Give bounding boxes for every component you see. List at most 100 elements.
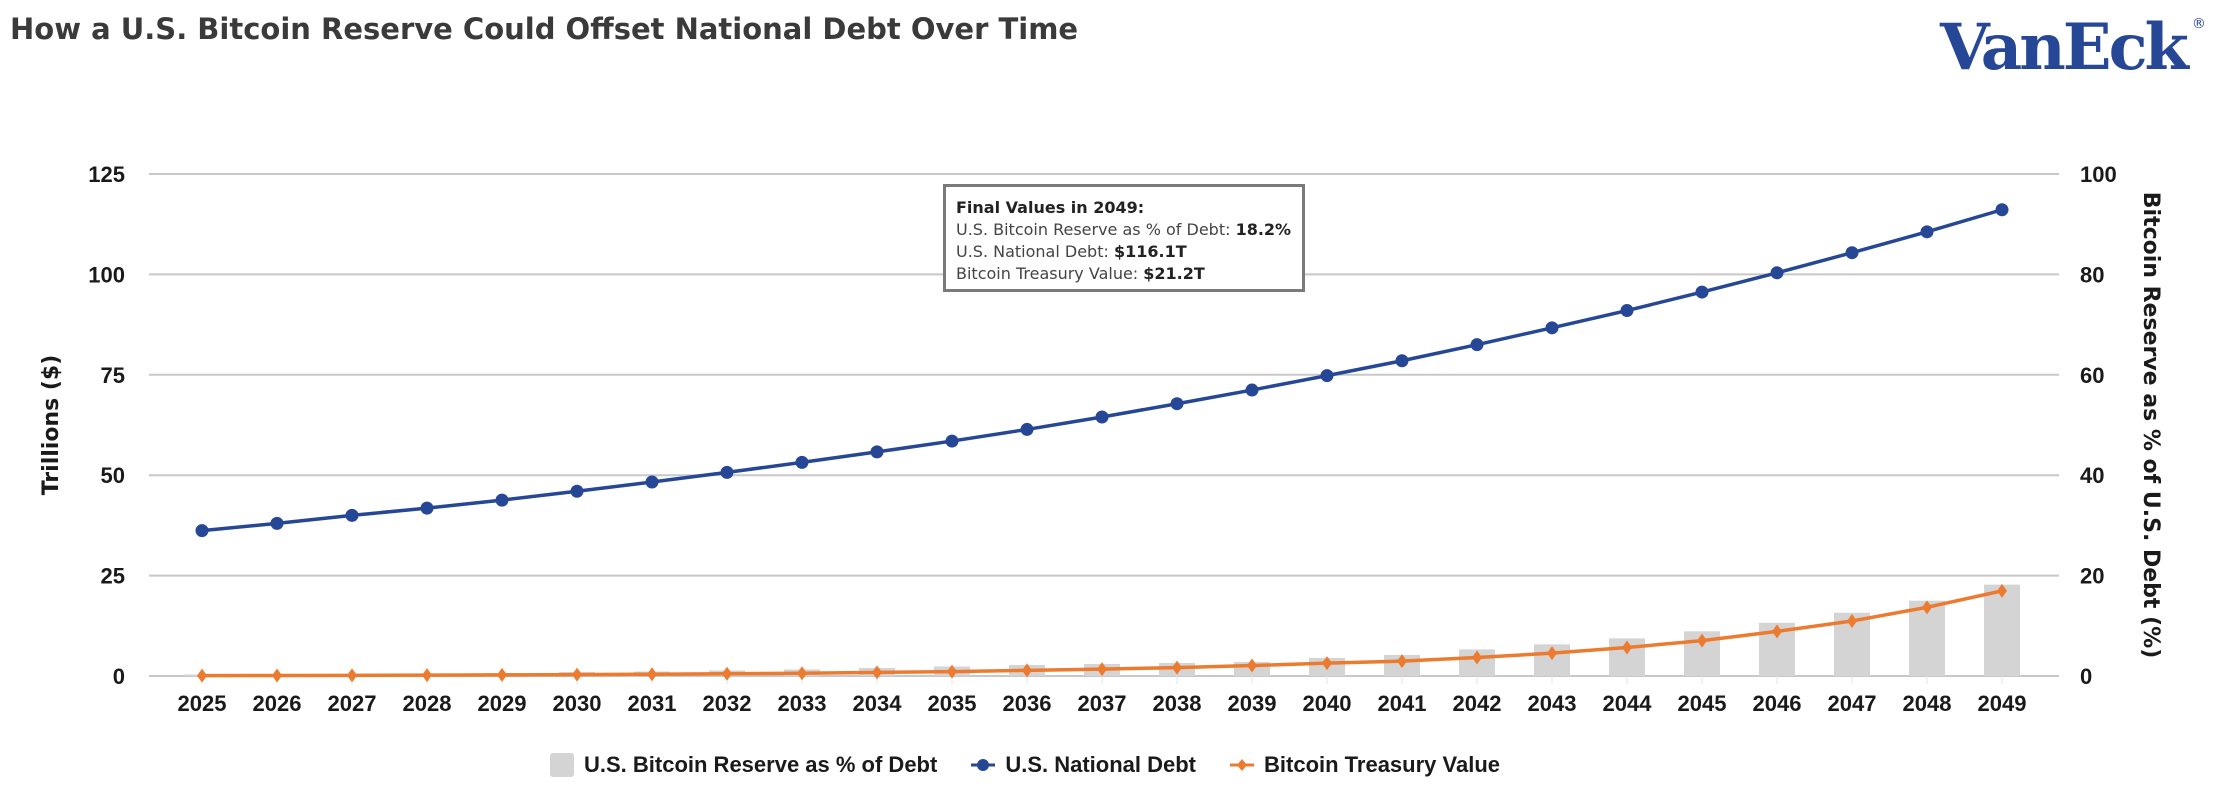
x-tick-label: 2032	[703, 691, 752, 716]
x-tick-label: 2047	[1828, 691, 1877, 716]
point-national-debt	[1395, 354, 1409, 368]
point-national-debt	[795, 455, 809, 469]
legend: U.S. Bitcoin Reserve as % of Debt U.S. N…	[550, 752, 1534, 778]
point-national-debt	[945, 434, 959, 448]
point-national-debt	[1245, 383, 1259, 397]
point-bitcoin-treasury	[1997, 583, 2007, 598]
tooltip-label: U.S. National Debt:	[956, 242, 1114, 261]
vaneck-logo: VanEck ®	[1940, 10, 2206, 85]
x-tick-label: 2044	[1603, 691, 1653, 716]
x-tick-label: 2045	[1678, 691, 1727, 716]
gridlines	[149, 173, 2059, 677]
point-national-debt	[195, 524, 209, 538]
x-tick-label: 2025	[178, 691, 227, 716]
tooltip-label: U.S. Bitcoin Reserve as % of Debt:	[956, 220, 1236, 239]
point-bitcoin-treasury	[347, 668, 357, 683]
x-tick-label: 2042	[1453, 691, 1502, 716]
point-national-debt	[1620, 304, 1634, 318]
point-bitcoin-treasury	[947, 664, 957, 679]
point-national-debt	[420, 501, 434, 515]
legend-label: Bitcoin Treasury Value	[1264, 752, 1500, 777]
registered-mark: ®	[2191, 16, 2206, 32]
point-bitcoin-treasury	[1472, 650, 1482, 665]
point-bitcoin-treasury	[797, 666, 807, 681]
y-tick-label: 50	[101, 463, 125, 488]
point-national-debt	[495, 493, 509, 507]
x-axis-ticks: 2025 2026 2027 2028 2029 2030 2031 2032 2033 2034…	[178, 676, 2027, 716]
point-bitcoin-treasury	[272, 668, 282, 683]
point-bitcoin-treasury	[1772, 624, 1782, 639]
point-bitcoin-treasury	[1697, 633, 1707, 648]
point-bitcoin-treasury	[1247, 658, 1257, 673]
legend-item-national-debt[interactable]: U.S. National Debt	[971, 752, 1196, 778]
legend-label: U.S. Bitcoin Reserve as % of Debt	[584, 752, 938, 777]
y2-tick-label: 20	[2080, 564, 2104, 589]
tooltip-value: 18.2%	[1235, 220, 1292, 239]
point-national-debt	[1170, 397, 1184, 411]
point-national-debt	[570, 484, 584, 498]
x-tick-label: 2041	[1378, 691, 1427, 716]
y2-tick-label: 40	[2080, 463, 2104, 488]
x-tick-label: 2034	[853, 691, 903, 716]
x-tick-label: 2049	[1978, 691, 2027, 716]
point-bitcoin-treasury	[1172, 660, 1182, 675]
point-national-debt	[1770, 266, 1784, 280]
point-national-debt	[645, 475, 659, 489]
x-tick-label: 2026	[253, 691, 302, 716]
point-bitcoin-treasury	[1547, 646, 1557, 661]
point-bitcoin-treasury	[1322, 656, 1332, 671]
point-national-debt	[270, 516, 284, 530]
point-national-debt	[345, 508, 359, 522]
x-tick-label: 2040	[1303, 691, 1352, 716]
x-tick-label: 2031	[628, 691, 677, 716]
point-bitcoin-treasury	[1397, 654, 1407, 669]
x-tick-label: 2029	[478, 691, 527, 716]
final-values-tooltip: Final Values in 2049: U.S. Bitcoin Reser…	[943, 184, 1305, 292]
legend-label: U.S. National Debt	[1005, 752, 1197, 777]
tooltip-value: $21.2T	[1143, 264, 1205, 283]
point-national-debt	[1920, 225, 1934, 239]
x-tick-label: 2027	[328, 691, 377, 716]
legend-item-bitcoin-treasury[interactable]: Bitcoin Treasury Value	[1230, 752, 1500, 778]
x-tick-label: 2037	[1078, 691, 1127, 716]
x-tick-label: 2035	[928, 691, 977, 716]
tooltip-heading: Final Values in 2049:	[956, 198, 1145, 217]
point-bitcoin-treasury	[197, 668, 207, 683]
point-bitcoin-treasury	[647, 667, 657, 682]
chart-title: How a U.S. Bitcoin Reserve Could Offset …	[10, 12, 1079, 46]
series-lines	[195, 203, 2009, 683]
legend-bar-swatch	[550, 753, 574, 777]
y-tick-label: 75	[101, 363, 125, 388]
point-national-debt	[1995, 203, 2009, 217]
point-national-debt	[870, 445, 884, 459]
x-tick-label: 2038	[1153, 691, 1202, 716]
point-bitcoin-treasury	[722, 666, 732, 681]
point-national-debt	[1845, 246, 1859, 260]
y-axis-ticks: 0 0 25 20 50 40 75 60 100 80 125 100	[88, 162, 2116, 689]
x-tick-label: 2033	[778, 691, 827, 716]
y-tick-label: 100	[88, 262, 125, 287]
y2-axis-title: Bitcoin Reserve as % of U.S. Debt (%)	[2138, 192, 2163, 658]
y-axis-title: Trillions ($)	[39, 355, 64, 496]
point-bitcoin-treasury	[1097, 662, 1107, 677]
diamond-marker-icon	[1230, 759, 1255, 771]
legend-item-reserve-pct[interactable]: U.S. Bitcoin Reserve as % of Debt	[550, 752, 937, 778]
point-bitcoin-treasury	[1022, 663, 1032, 678]
circle-marker-icon	[971, 759, 996, 771]
point-national-debt	[1095, 410, 1109, 424]
y-tick-label: 0	[113, 664, 125, 689]
point-bitcoin-treasury	[1622, 640, 1632, 655]
x-tick-label: 2048	[1903, 691, 1952, 716]
y2-tick-label: 0	[2080, 664, 2092, 689]
x-tick-label: 2046	[1753, 691, 1802, 716]
x-tick-label: 2028	[403, 691, 452, 716]
bar-reserve-pct	[1984, 584, 2020, 676]
x-tick-label: 2039	[1228, 691, 1277, 716]
point-bitcoin-treasury	[497, 667, 507, 682]
point-national-debt	[1545, 321, 1559, 335]
point-national-debt	[1320, 369, 1334, 383]
point-national-debt	[1695, 285, 1709, 299]
y-tick-label: 125	[88, 162, 125, 187]
logo-text: VanEck	[1940, 10, 2189, 85]
